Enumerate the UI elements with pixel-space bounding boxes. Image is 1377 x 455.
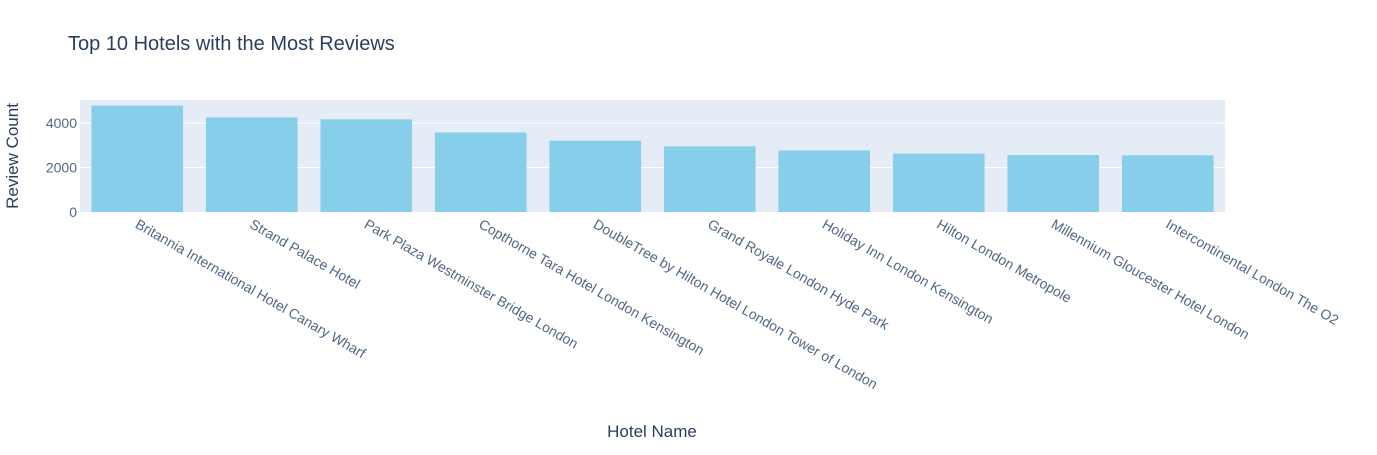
chart-title: Top 10 Hotels with the Most Reviews <box>68 33 395 55</box>
x-tick-label: Grand Royale London Hyde Park <box>705 216 892 333</box>
x-tick-label: Park Plaza Westminster Bridge London <box>362 216 581 352</box>
x-tick-label: Strand Palace Hotel <box>247 216 363 292</box>
bar <box>549 140 642 212</box>
bar <box>91 105 184 212</box>
y-axis-title: Review Count <box>3 103 22 209</box>
bar <box>1007 155 1100 212</box>
x-axis-ticks: Britannia International Hotel Canary Wha… <box>133 216 1342 393</box>
bar <box>434 132 527 212</box>
bar <box>892 153 985 212</box>
bar <box>320 119 413 212</box>
y-tick-label: 2000 <box>46 160 77 176</box>
x-axis-title: Hotel Name <box>607 422 697 441</box>
y-tick-label: 4000 <box>46 115 77 131</box>
x-tick-label: Britannia International Hotel Canary Wha… <box>133 216 369 361</box>
x-tick-label: Intercontinental London The O2 <box>1163 216 1342 328</box>
x-tick-label: Millennium Gloucester Hotel London <box>1049 216 1252 343</box>
y-axis-ticks: 0 2000 4000 <box>46 115 77 220</box>
bar <box>663 146 756 212</box>
bar <box>205 117 298 212</box>
bars <box>91 105 1214 212</box>
bar <box>778 150 871 212</box>
x-tick-label: Copthorne Tara Hotel London Kensington <box>476 216 707 359</box>
bar <box>1121 155 1214 212</box>
y-tick-label: 0 <box>69 204 77 220</box>
